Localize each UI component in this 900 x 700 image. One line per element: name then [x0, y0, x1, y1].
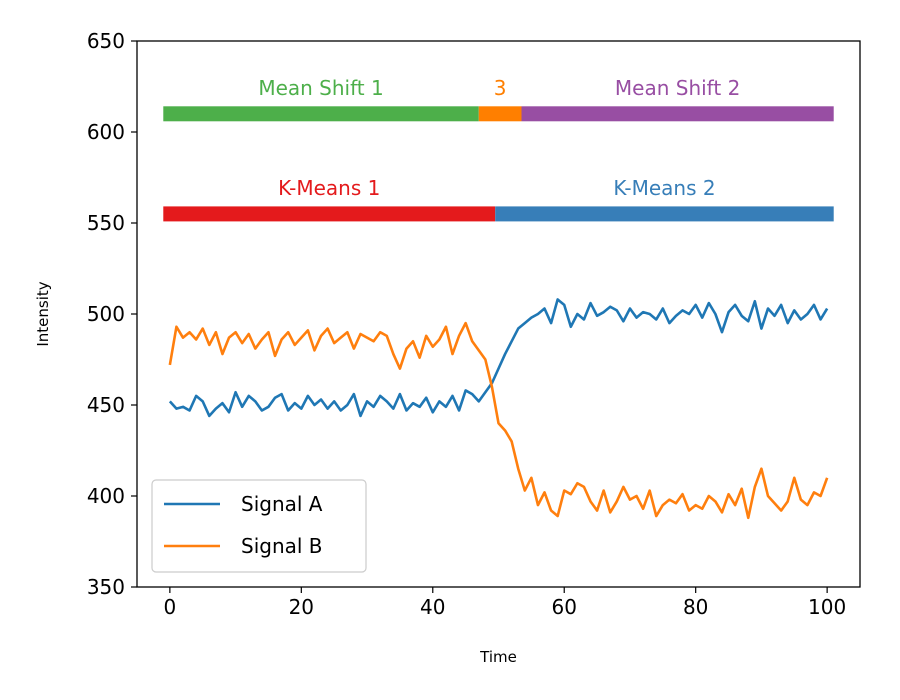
- series-line: [168, 321, 829, 520]
- x-axis-ticks: 0 20 40 60 80 100: [163, 587, 846, 619]
- segment-bars: Mean Shift 1 3 Mean Shift 2 K-Means 1 K-Mean…: [163, 76, 834, 222]
- segment-label: Mean Shift 1: [258, 76, 383, 100]
- x-tick-label: 20: [289, 595, 314, 619]
- x-tick-label: 80: [683, 595, 708, 619]
- y-tick-label: 500: [87, 302, 125, 326]
- y-tick-label: 650: [87, 29, 125, 53]
- y-axis-ticks: 350 400 450 500 550 600 650: [87, 29, 137, 599]
- y-tick-label: 600: [87, 120, 125, 144]
- y-axis-label: Intensity: [34, 281, 52, 346]
- y-tick-label: 550: [87, 211, 125, 235]
- x-tick-label: 60: [552, 595, 577, 619]
- segment-label: K-Means 1: [278, 176, 380, 200]
- segment-bar: [163, 206, 496, 222]
- x-tick-label: 40: [420, 595, 445, 619]
- segment-bar: [521, 106, 834, 122]
- x-tick-label: 100: [808, 595, 846, 619]
- segment-bar: [495, 206, 834, 222]
- y-tick-label: 450: [87, 393, 125, 417]
- segment-label: K-Means 2: [613, 176, 715, 200]
- series-line: [168, 298, 829, 418]
- y-tick-label: 350: [87, 575, 125, 599]
- segment-bar: [163, 106, 479, 122]
- segment-label: 3: [494, 76, 507, 100]
- legend-label: Signal B: [241, 534, 323, 558]
- legend-label: Signal A: [241, 492, 323, 516]
- x-tick-label: 0: [163, 595, 176, 619]
- y-tick-label: 400: [87, 484, 125, 508]
- segment-label: Mean Shift 2: [615, 76, 740, 100]
- series-lines: [168, 298, 829, 520]
- x-axis-label: Time: [479, 648, 517, 666]
- segment-bar: [478, 106, 522, 122]
- legend: Signal A Signal B: [151, 479, 367, 573]
